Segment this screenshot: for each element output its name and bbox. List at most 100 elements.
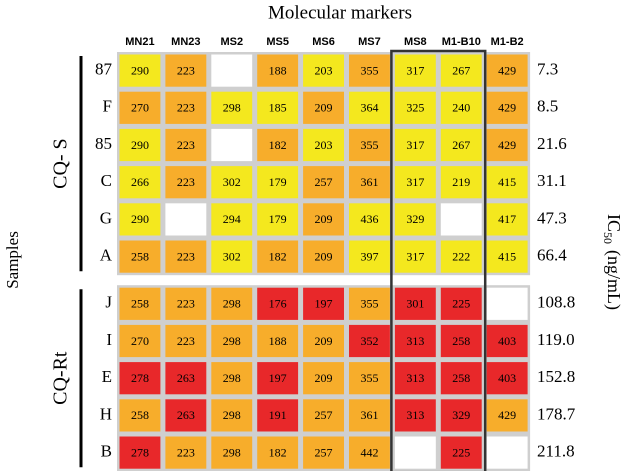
cell-value: 258 [131, 408, 149, 422]
cell-value: 313 [406, 371, 424, 385]
cell-value: 290 [131, 63, 149, 77]
cell [119, 362, 161, 395]
cell [119, 324, 161, 358]
cell-value: 182 [269, 445, 287, 459]
cell-value: 223 [177, 138, 195, 152]
row-label: H [100, 404, 112, 423]
cell-value: 355 [360, 63, 378, 77]
cell-value: 223 [177, 334, 195, 348]
cell-value: 278 [131, 371, 149, 385]
cell-value: 179 [269, 175, 287, 189]
cell-value: 313 [406, 334, 424, 348]
cell [394, 54, 436, 87]
cell [165, 203, 207, 236]
column-label: M1-B10 [442, 36, 481, 48]
cell [486, 436, 528, 469]
cell-value: 225 [452, 297, 470, 311]
cell-value: 329 [406, 212, 424, 226]
cell-value: 403 [498, 334, 516, 348]
cell-value: 355 [360, 297, 378, 311]
ic50-value: 211.8 [537, 442, 575, 461]
cell [303, 324, 344, 358]
cell-value: 301 [406, 297, 424, 311]
column-label: MS7 [358, 36, 381, 48]
cell [211, 240, 253, 273]
cell [440, 240, 482, 273]
cell-value: 257 [315, 408, 333, 422]
cell-value: 415 [498, 249, 516, 263]
cell-value: 219 [452, 175, 470, 189]
cell [349, 362, 390, 395]
cell [119, 128, 161, 162]
cell [440, 166, 482, 199]
cell-value: 325 [406, 101, 424, 115]
cell-value: 298 [223, 371, 241, 385]
samples-label: Samples [3, 231, 22, 289]
cell-value: 263 [177, 408, 195, 422]
cell [440, 203, 482, 236]
cell-value: 290 [131, 138, 149, 152]
cell [257, 128, 299, 162]
cell-value: 209 [315, 249, 333, 263]
ic50-value: 8.5 [537, 97, 558, 116]
cell [165, 436, 207, 469]
ic50-value: 178.7 [537, 404, 576, 423]
highlight-box [390, 49, 487, 471]
cell [486, 240, 528, 273]
cell-value: 203 [315, 63, 333, 77]
cell-value: 329 [452, 408, 470, 422]
cell [119, 203, 161, 236]
cell-value: 263 [177, 371, 195, 385]
cell [394, 399, 436, 432]
cell [349, 128, 390, 162]
cell [486, 54, 528, 87]
cell [349, 203, 390, 236]
row-label: F [103, 97, 112, 116]
cell-value: 267 [452, 63, 470, 77]
column-label: MN21 [125, 36, 154, 48]
cell [349, 287, 390, 320]
cell-value: 302 [223, 175, 241, 189]
cell [211, 399, 253, 432]
cell [303, 91, 344, 124]
ic50-sub: 50 [601, 232, 615, 244]
cell [349, 324, 390, 358]
cell [349, 240, 390, 273]
row-label: A [100, 246, 113, 265]
column-label: MN23 [171, 36, 200, 48]
cell-value: 270 [131, 334, 149, 348]
cell [165, 128, 207, 162]
cell [257, 54, 299, 87]
cell [165, 287, 207, 320]
cell [349, 166, 390, 199]
cell-value: 222 [452, 249, 470, 263]
cell-value: 429 [498, 63, 516, 77]
cell-value: 442 [360, 445, 378, 459]
cell-value: 257 [315, 445, 333, 459]
cell-value: 355 [360, 138, 378, 152]
group-background [117, 52, 531, 276]
cell [349, 91, 390, 124]
ic50-unit: (ng/mL) [603, 250, 624, 310]
cell [394, 240, 436, 273]
ic50-value: 7.3 [537, 60, 558, 79]
cell [119, 399, 161, 432]
ic50-value: 66.4 [537, 246, 567, 265]
cell [257, 166, 299, 199]
cell-value: 225 [452, 445, 470, 459]
cell [119, 436, 161, 469]
cell [349, 436, 390, 469]
cell-value: 185 [269, 101, 287, 115]
cell [394, 128, 436, 162]
row-label: C [101, 171, 112, 190]
cell-value: 209 [315, 101, 333, 115]
cell-value: 317 [406, 138, 424, 152]
cell-value: 258 [452, 334, 470, 348]
cell-value: 182 [269, 138, 287, 152]
cell [303, 287, 344, 320]
cell-value: 298 [223, 408, 241, 422]
cell [165, 91, 207, 124]
cell [257, 436, 299, 469]
cell-value: 317 [406, 175, 424, 189]
